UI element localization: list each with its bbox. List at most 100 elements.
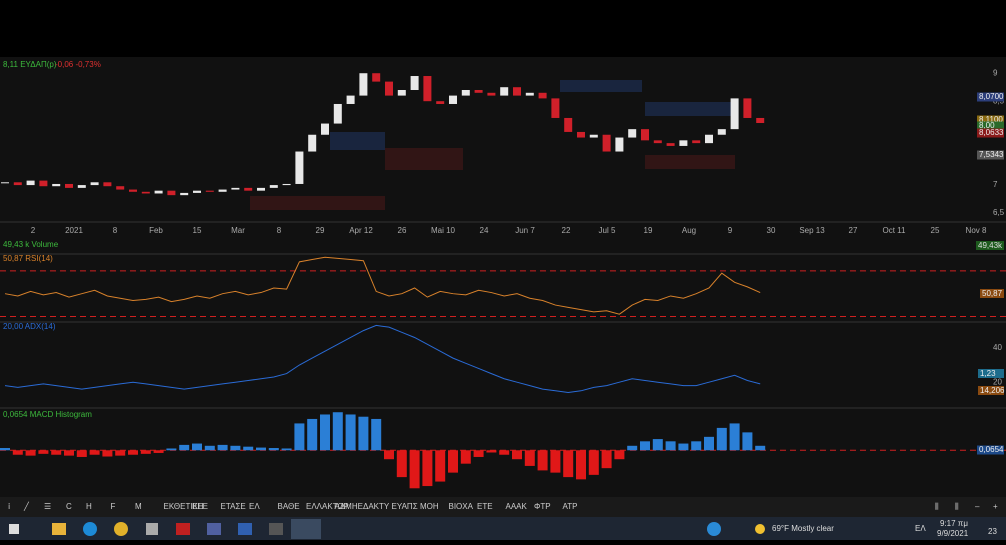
candle (13, 182, 22, 186)
x-tick-label: 24 (480, 226, 489, 235)
candle (141, 191, 150, 194)
candle (705, 134, 713, 144)
histogram-bar (230, 445, 241, 451)
candle (295, 151, 304, 184)
candle (90, 182, 99, 186)
rsi-line (4, 256, 761, 315)
x-tick-label: Aug (682, 226, 696, 235)
y-tick-label: 7 (993, 180, 998, 189)
candle (525, 92, 534, 96)
candle (129, 189, 137, 192)
histogram-bar (345, 414, 356, 451)
tool-icon[interactable]: – (975, 502, 980, 511)
histogram-bar (614, 450, 625, 460)
histogram-bar (512, 450, 522, 460)
price-tag: 8,00 (979, 121, 995, 130)
x-tick-label: 2021 (65, 226, 83, 235)
x-tick-label: 25 (931, 226, 940, 235)
app-icon[interactable] (52, 523, 66, 535)
start-button[interactable] (9, 524, 19, 534)
x-tick-label: Sep 13 (799, 226, 825, 235)
toolbar-item[interactable]: ΒΙΟΧΑ (449, 502, 474, 511)
histogram-bar (51, 450, 62, 455)
clock-date[interactable]: 9/9/2021 (937, 529, 969, 538)
app-icon[interactable] (146, 523, 158, 535)
toolbar-item[interactable]: ΦΤΡ (534, 502, 551, 511)
notifications[interactable]: 23 (988, 527, 997, 536)
histogram-bar (102, 450, 113, 457)
y-tick-label: 9 (993, 68, 998, 77)
toolbar-item[interactable]: ΑΔΜΗΕ (335, 502, 363, 511)
histogram-bar (243, 446, 254, 451)
histogram-bar (320, 414, 330, 451)
candle (602, 134, 611, 152)
toolbar-item[interactable]: ΔΑΚΤΥ (363, 502, 390, 511)
weather[interactable]: 69°F Mostly clear (772, 524, 834, 533)
app-icon[interactable] (238, 523, 252, 535)
toolbar-item[interactable]: ΕΤΑΣΕ (221, 502, 246, 511)
taskbar: 69°F Mostly clear ΕΛ 9:17 πμ 9/9/2021 23 (9, 519, 997, 539)
toolbar-background (0, 497, 1006, 517)
rsi-label: 50,87 RSI(14) (3, 254, 53, 263)
zone (645, 155, 735, 169)
app-icon[interactable] (114, 522, 128, 536)
candle (692, 140, 701, 144)
x-tick-label: 8 (113, 226, 118, 235)
zone (385, 148, 463, 170)
tool-icon[interactable]: ⅰ (8, 502, 10, 511)
toolbar-item[interactable]: ΕΤΕ (477, 502, 493, 511)
candle (218, 189, 227, 192)
toolbar-item[interactable]: M (135, 502, 142, 511)
app-icon[interactable] (83, 522, 97, 536)
tool-icon[interactable]: ⫼ (955, 502, 959, 511)
x-tick-label: Mai 10 (431, 226, 456, 235)
histogram-bar (294, 423, 305, 451)
app-icon[interactable] (207, 523, 221, 535)
volume-label: 49,43 k Volume (3, 240, 59, 249)
tool-icon[interactable]: + (993, 502, 998, 511)
candle (193, 190, 201, 193)
tool-icon[interactable]: ⫼ (935, 502, 939, 511)
candle (679, 140, 688, 146)
toolbar-item[interactable]: ΜΟΗ (420, 502, 439, 511)
toolbar-item[interactable]: ΕΚΘΕΤΙΚΗ (164, 502, 204, 511)
candle (653, 140, 662, 144)
tool-icon[interactable]: ☰ (44, 502, 51, 511)
histogram-bar (716, 427, 727, 451)
app-icon[interactable] (176, 523, 190, 535)
price-tag: 8,0633 (979, 128, 1004, 137)
histogram-bar (268, 448, 279, 451)
app-icon[interactable] (269, 523, 283, 535)
zone (330, 132, 385, 150)
histogram-bar (166, 448, 177, 451)
rsi-tag: 50,87 (982, 289, 1003, 298)
candle (397, 90, 406, 96)
candle (257, 187, 265, 191)
adx-tag: 14,206 (980, 386, 1005, 395)
zone (645, 102, 735, 116)
candle (65, 183, 73, 188)
toolbar-item[interactable]: ΕΛΛΑΚΤΩΡ (306, 502, 349, 511)
x-tick-label: 29 (316, 226, 325, 235)
toolbar-item[interactable]: ΒΑΘΕ (278, 502, 300, 511)
toolbar-item[interactable]: ΕΥΑΠΣ (392, 502, 418, 511)
help-icon[interactable] (707, 522, 721, 536)
toolbar-item[interactable]: H (86, 502, 92, 511)
histogram-bar (256, 447, 266, 451)
histogram-bar (89, 450, 100, 455)
toolbar-item[interactable]: ΑΤΡ (563, 502, 578, 511)
toolbar-item[interactable]: ΕΛ (249, 502, 260, 511)
toolbar-item[interactable]: F (111, 502, 116, 511)
toolbar-item[interactable]: ΑΑΑΚ (506, 502, 528, 511)
tool-icon[interactable]: ╱ (23, 501, 30, 511)
clock-time[interactable]: 9:17 πμ (940, 519, 968, 528)
histogram-bar (422, 450, 433, 487)
app-active[interactable] (291, 519, 321, 539)
candle (615, 137, 624, 152)
histogram-bar (460, 450, 471, 464)
language[interactable]: ΕΛ (915, 524, 926, 533)
toolbar-item[interactable]: ΕΕΕ (192, 502, 208, 511)
tool-icon[interactable]: C (66, 502, 72, 511)
histogram-bar (729, 423, 740, 451)
